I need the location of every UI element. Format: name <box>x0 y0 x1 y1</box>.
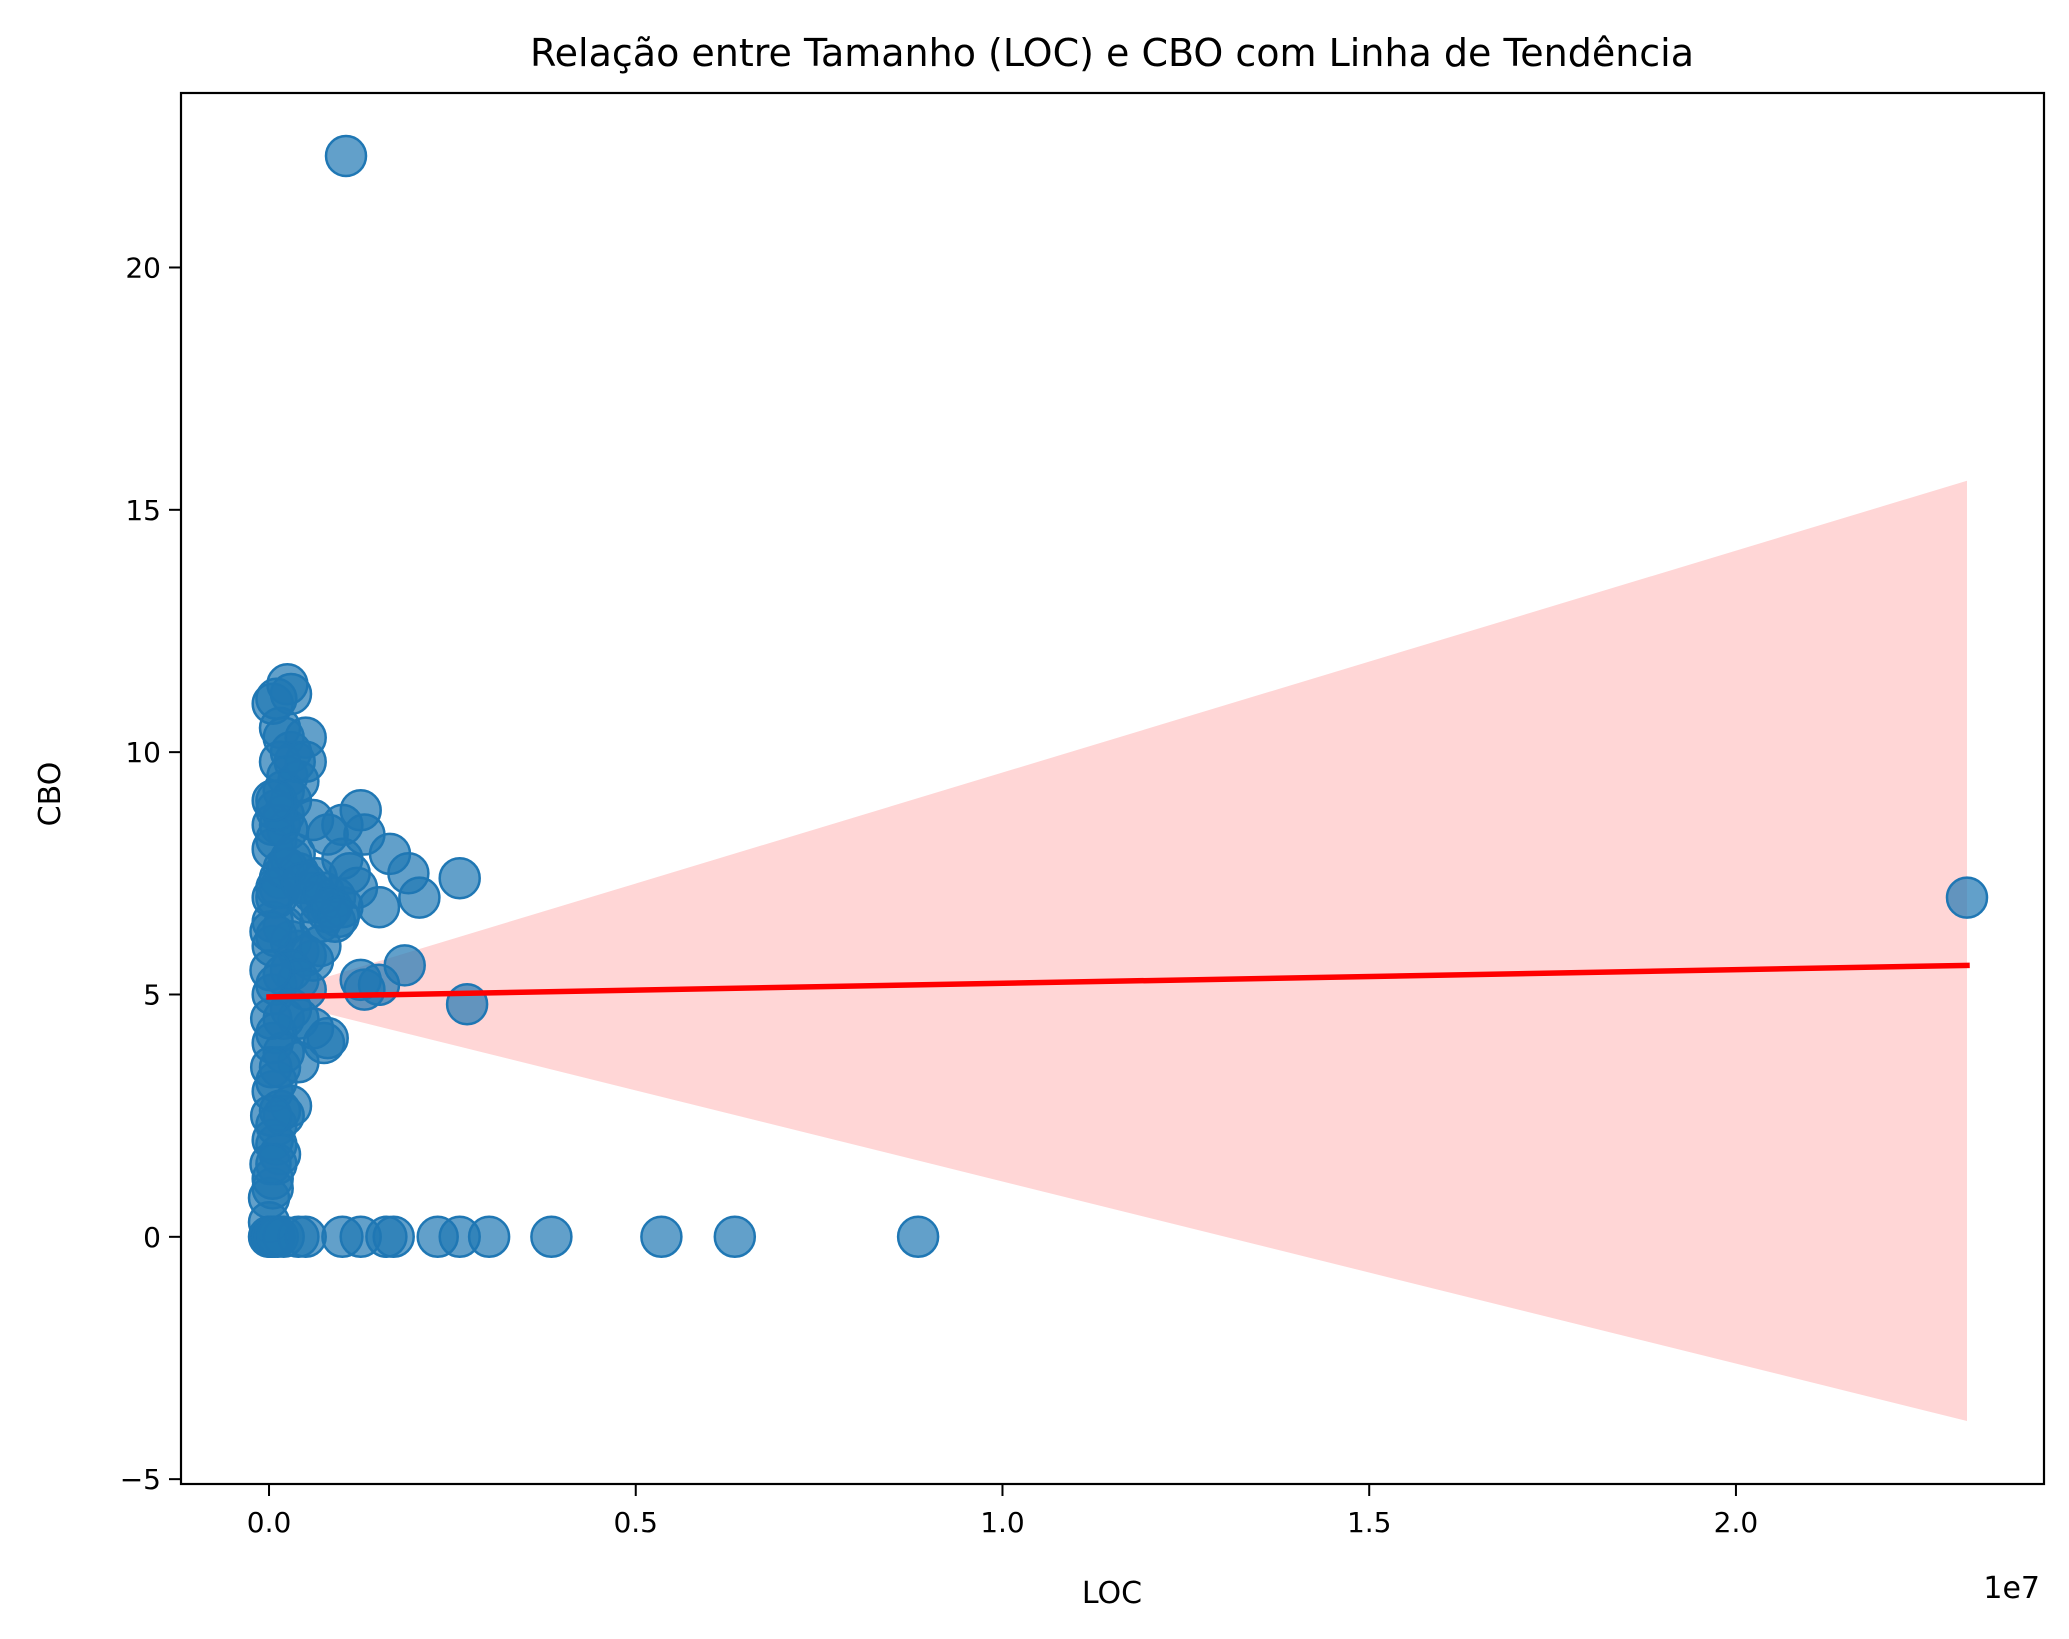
points-layer <box>247 134 1989 1259</box>
data-point <box>249 1045 293 1089</box>
data-point <box>372 1215 415 1259</box>
plot-area-frame <box>179 91 2046 1486</box>
data-point <box>1945 876 1989 919</box>
data-point <box>467 1215 511 1259</box>
data-point <box>640 1215 683 1259</box>
data-point <box>284 1215 327 1259</box>
data-point <box>324 134 368 178</box>
data-point <box>530 1215 573 1259</box>
data-point <box>398 876 441 919</box>
confidence-band <box>269 480 1967 1421</box>
x-tick-label: 1.5 <box>1347 1506 1392 1539</box>
data-point <box>249 1094 293 1137</box>
data-point <box>713 1215 757 1259</box>
x-axis-offset-label: 1e7 <box>1983 1571 2040 1606</box>
x-axis-label: LOC <box>1082 1576 1142 1611</box>
y-tick-label: 5 <box>143 978 161 1011</box>
data-point <box>328 852 371 895</box>
data-point <box>249 910 292 953</box>
confidence-band-layer <box>269 480 1967 1421</box>
y-axis-label: CBO <box>33 762 68 827</box>
y-tick-label: 20 <box>125 251 161 284</box>
y-axis-ticks: −5 0 5 10 15 20 <box>120 251 181 1496</box>
data-point <box>249 997 293 1040</box>
data-point <box>383 944 426 987</box>
y-tick-label: −5 <box>120 1463 161 1496</box>
y-tick-label: 10 <box>125 736 161 769</box>
data-point <box>317 895 360 939</box>
y-tick-label: 15 <box>125 494 161 527</box>
x-tick-label: 2.0 <box>1714 1506 1759 1539</box>
data-point <box>445 982 489 1026</box>
data-point <box>284 740 327 784</box>
data-point <box>357 885 401 929</box>
x-axis-ticks: 0.0 0.5 1.0 1.5 2.0 <box>247 1484 1758 1539</box>
data-point <box>438 856 481 900</box>
data-point <box>896 1215 940 1259</box>
data-point <box>339 958 382 1002</box>
chart-title: Relação entre Tamanho (LOC) e CBO com Li… <box>530 31 1694 75</box>
x-tick-label: 0.0 <box>247 1506 292 1539</box>
y-tick-label: 0 <box>143 1221 161 1254</box>
trend-line-layer <box>266 962 1970 1000</box>
trend-line <box>266 962 1970 1000</box>
data-point <box>249 949 292 992</box>
data-point <box>249 1142 292 1186</box>
x-tick-label: 0.5 <box>613 1506 658 1539</box>
data-point <box>251 779 294 822</box>
x-tick-label: 1.0 <box>980 1506 1025 1539</box>
